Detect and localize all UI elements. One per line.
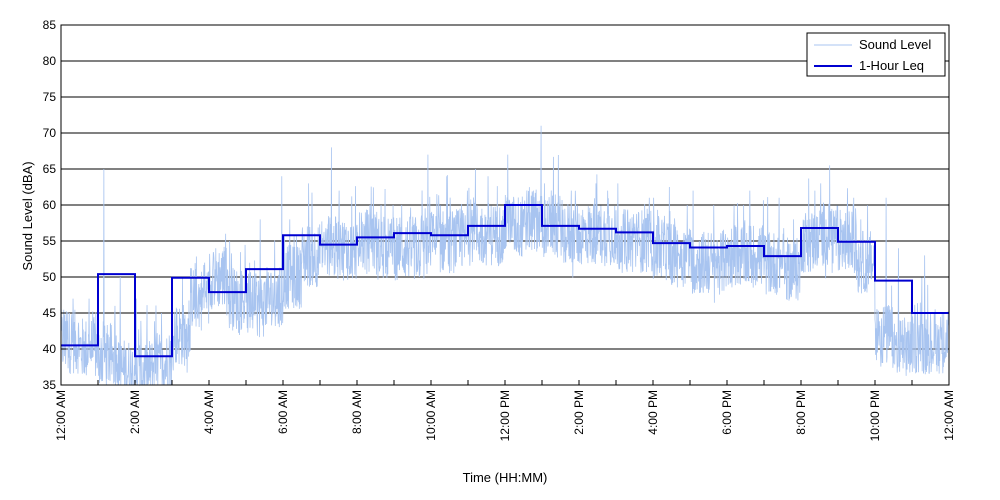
- x-tick-label: 10:00 AM: [424, 390, 438, 441]
- y-tick-label: 55: [43, 234, 57, 248]
- 1-hour-leq-line: [61, 204, 949, 358]
- x-tick-label: 10:00 PM: [868, 390, 882, 441]
- y-tick-label: 60: [43, 198, 57, 212]
- y-tick-label: 40: [43, 342, 57, 356]
- y-tick-label: 45: [43, 306, 57, 320]
- legend-box: [806, 32, 946, 77]
- x-tick-label: 12:00 PM: [498, 390, 512, 441]
- legend-label-1-hour-leq: 1-Hour Leq: [859, 58, 924, 73]
- legend-label-sound-level: Sound Level: [859, 37, 931, 52]
- y-tick-label: 35: [43, 378, 57, 392]
- x-axis-label: Time (HH:MM): [463, 470, 548, 485]
- y-axis-label: Sound Level (dBA): [20, 161, 35, 270]
- x-tick-label: 12:00 AM: [942, 390, 956, 441]
- x-tick-label: 8:00 AM: [350, 390, 364, 434]
- y-tick-label: 50: [43, 270, 57, 284]
- x-tick-label: 8:00 PM: [794, 390, 808, 435]
- x-tick-label: 6:00 AM: [276, 390, 290, 434]
- x-tick-label: 12:00 AM: [54, 390, 68, 441]
- x-tick-label: 2:00 PM: [572, 390, 586, 435]
- series-1-hour-leq: [61, 204, 949, 358]
- y-tick-label: 80: [43, 54, 57, 68]
- x-tick-label: 6:00 PM: [720, 390, 734, 435]
- y-tick-label: 85: [43, 18, 57, 32]
- x-tick-label: 2:00 AM: [128, 390, 142, 434]
- legend: Sound Level 1-Hour Leq: [806, 32, 946, 77]
- y-tick-label: 75: [43, 90, 57, 104]
- x-axis-ticks: 12:00 AM 2:00 AM 4:00 AM 6:00 AM 8:00 AM 10:0…: [54, 380, 956, 441]
- x-tick-label: 4:00 AM: [202, 390, 216, 434]
- y-axis-ticks: 35 40 45 50 55 60 65 70 75 80 85: [43, 18, 66, 392]
- y-tick-label: 70: [43, 126, 57, 140]
- x-tick-label: 4:00 PM: [646, 390, 660, 435]
- y-tick-label: 65: [43, 162, 57, 176]
